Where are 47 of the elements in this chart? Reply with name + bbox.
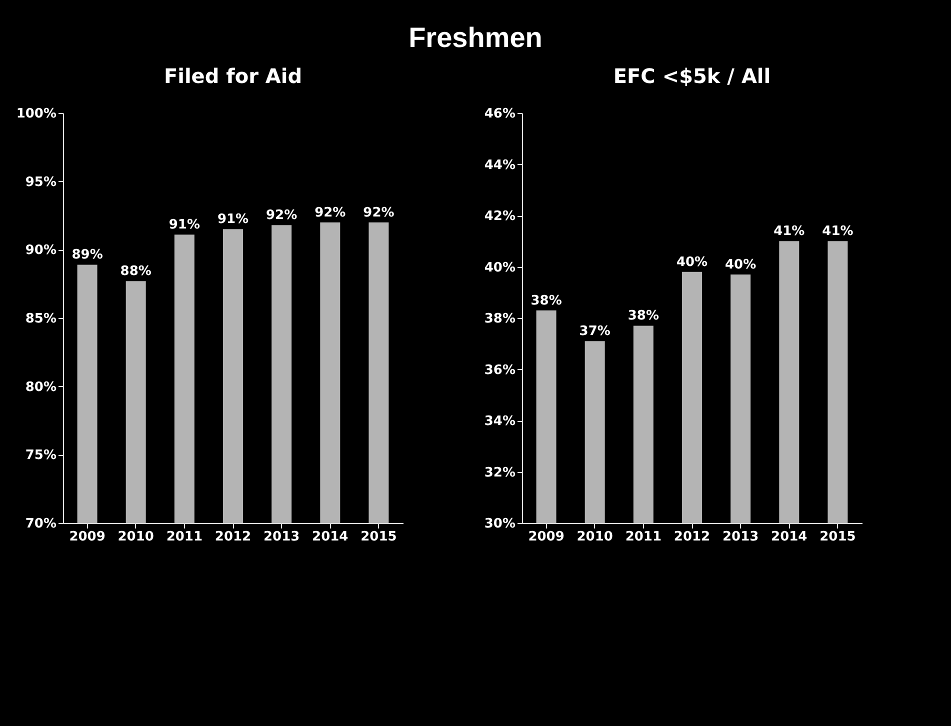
x-tick-label: 2010 <box>118 530 154 544</box>
data-label: 41% <box>774 224 805 240</box>
data-label: 40% <box>676 254 708 270</box>
x-tick-label: 2012 <box>674 530 710 544</box>
data-label: 37% <box>579 324 610 340</box>
x-tick-label: 2012 <box>214 530 252 544</box>
data-label: 40% <box>725 257 756 272</box>
y-tick-label: 75% <box>25 448 56 464</box>
y-tick-label: 44% <box>484 158 516 173</box>
data-label: 92% <box>363 205 394 220</box>
chart-title: Filed for Aid <box>164 64 302 88</box>
x-tick-label: 2013 <box>722 530 759 544</box>
y-tick-label: 46% <box>484 106 516 122</box>
x-tick-label: 2014 <box>312 530 348 544</box>
y-tick-label: 34% <box>484 414 516 429</box>
x-tick-label: 2015 <box>820 530 856 544</box>
x-tick-label: 2009 <box>69 530 106 544</box>
y-tick-label: 80% <box>25 380 56 395</box>
y-tick-label: 40% <box>484 260 516 276</box>
x-tick-label: 2013 <box>263 530 300 544</box>
data-label: 41% <box>822 224 854 240</box>
y-tick-label: 90% <box>25 243 56 258</box>
data-label: 92% <box>314 205 346 220</box>
y-tick-label: 42% <box>484 209 516 224</box>
data-label: 91% <box>168 218 200 233</box>
y-tick-label: 32% <box>484 465 516 480</box>
y-tick-label: 70% <box>25 516 56 532</box>
y-tick-label: 36% <box>484 362 516 378</box>
data-label: 88% <box>120 264 152 280</box>
x-tick-label: 2011 <box>625 530 662 544</box>
x-tick-label: 2011 <box>166 530 203 544</box>
data-label: 91% <box>217 212 249 228</box>
chart-title: EFC <$5k / All <box>613 64 771 88</box>
y-tick-label: 38% <box>484 312 516 326</box>
data-label: 89% <box>72 248 103 263</box>
y-tick-label: 85% <box>25 312 56 326</box>
data-label: 92% <box>266 208 298 224</box>
x-tick-label: 2009 <box>528 530 564 544</box>
x-tick-label: 2014 <box>771 530 808 544</box>
text: Freshmen <box>408 21 544 55</box>
x-tick-label: 2015 <box>360 530 397 544</box>
x-tick-label: 2010 <box>576 530 613 544</box>
y-tick-label: 100% <box>16 106 56 122</box>
y-tick-label: 95% <box>25 174 56 190</box>
data-label: 38% <box>628 308 659 324</box>
data-label: 38% <box>530 293 562 308</box>
y-tick-label: 30% <box>484 516 516 532</box>
